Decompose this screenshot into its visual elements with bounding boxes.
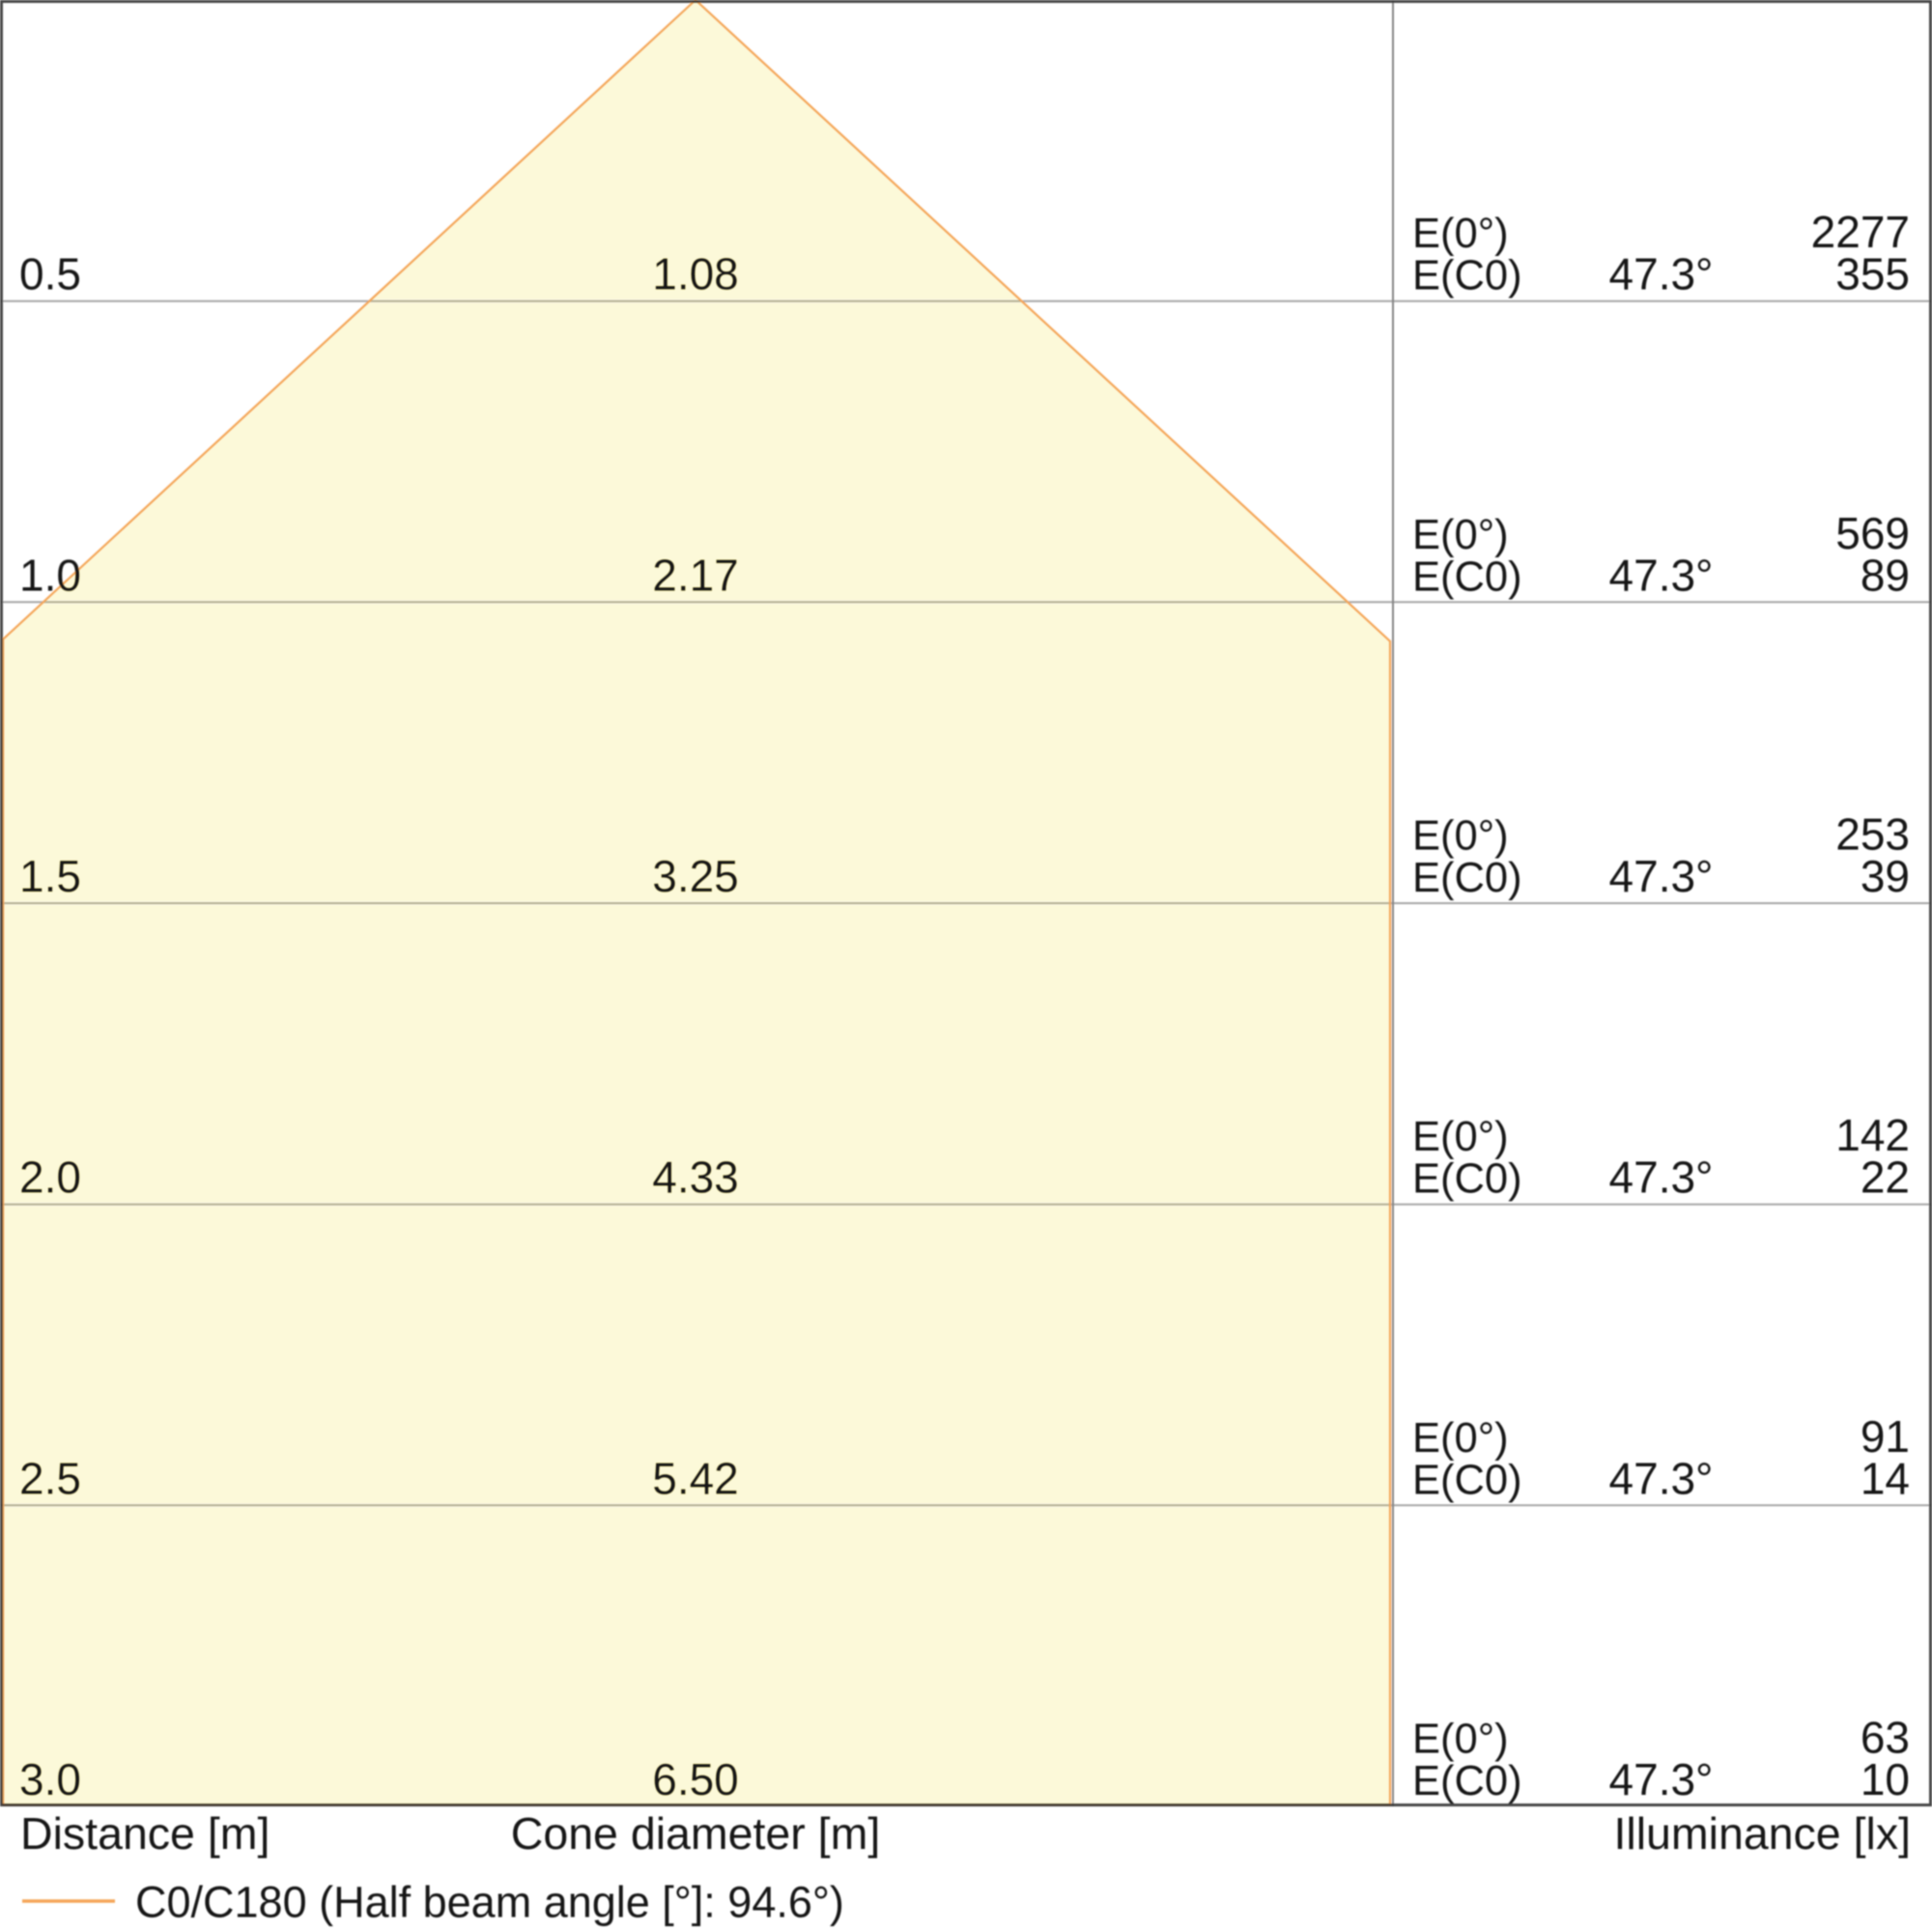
svg-text:1.0: 1.0	[19, 550, 81, 600]
svg-text:3.0: 3.0	[19, 1754, 81, 1804]
svg-text:E(0°): E(0°)	[1412, 1114, 1509, 1160]
svg-text:Illuminance [lx]: Illuminance [lx]	[1613, 1808, 1911, 1859]
svg-text:47.3°: 47.3°	[1609, 1152, 1714, 1203]
svg-text:39: 39	[1861, 851, 1910, 901]
svg-text:E(0°): E(0°)	[1412, 211, 1509, 257]
svg-text:E(C0): E(C0)	[1412, 855, 1522, 901]
svg-text:E(0°): E(0°)	[1412, 1415, 1509, 1462]
svg-text:Cone diameter [m]: Cone diameter [m]	[511, 1808, 881, 1859]
svg-text:2277: 2277	[1811, 207, 1910, 257]
svg-text:C0/C180 (Half beam angle [°]:: C0/C180 (Half beam angle [°]: 94.6°)	[135, 1878, 844, 1927]
svg-text:47.3°: 47.3°	[1609, 1453, 1714, 1503]
svg-text:E(C0): E(C0)	[1412, 1758, 1522, 1804]
svg-text:Distance [m]: Distance [m]	[20, 1808, 270, 1859]
svg-text:2.0: 2.0	[19, 1152, 81, 1203]
svg-text:47.3°: 47.3°	[1609, 851, 1714, 901]
svg-text:1.5: 1.5	[19, 851, 81, 901]
svg-text:47.3°: 47.3°	[1609, 550, 1714, 600]
svg-text:E(0°): E(0°)	[1412, 1717, 1509, 1763]
svg-text:1.08: 1.08	[652, 249, 739, 299]
svg-text:91: 91	[1861, 1411, 1910, 1462]
svg-text:2.5: 2.5	[19, 1453, 81, 1503]
svg-text:63: 63	[1861, 1713, 1910, 1763]
svg-text:10: 10	[1861, 1754, 1910, 1804]
svg-text:5.42: 5.42	[652, 1453, 739, 1503]
svg-text:47.3°: 47.3°	[1609, 249, 1714, 299]
svg-text:E(C0): E(C0)	[1412, 1457, 1522, 1503]
svg-text:2.17: 2.17	[652, 550, 739, 600]
svg-text:142: 142	[1835, 1110, 1910, 1160]
svg-text:E(C0): E(C0)	[1412, 1156, 1522, 1203]
svg-text:3.25: 3.25	[652, 851, 739, 901]
svg-text:569: 569	[1835, 508, 1910, 558]
svg-text:E(0°): E(0°)	[1412, 512, 1509, 558]
svg-text:22: 22	[1861, 1152, 1910, 1203]
svg-text:E(C0): E(C0)	[1412, 253, 1522, 299]
svg-text:14: 14	[1861, 1453, 1910, 1503]
svg-text:E(0°): E(0°)	[1412, 813, 1509, 860]
svg-text:253: 253	[1835, 810, 1910, 860]
svg-text:E(C0): E(C0)	[1412, 554, 1522, 600]
svg-text:89: 89	[1861, 550, 1910, 600]
svg-text:355: 355	[1835, 249, 1910, 299]
svg-text:47.3°: 47.3°	[1609, 1754, 1714, 1804]
svg-text:4.33: 4.33	[652, 1152, 739, 1203]
svg-text:6.50: 6.50	[652, 1754, 739, 1804]
svg-text:0.5: 0.5	[19, 249, 81, 299]
